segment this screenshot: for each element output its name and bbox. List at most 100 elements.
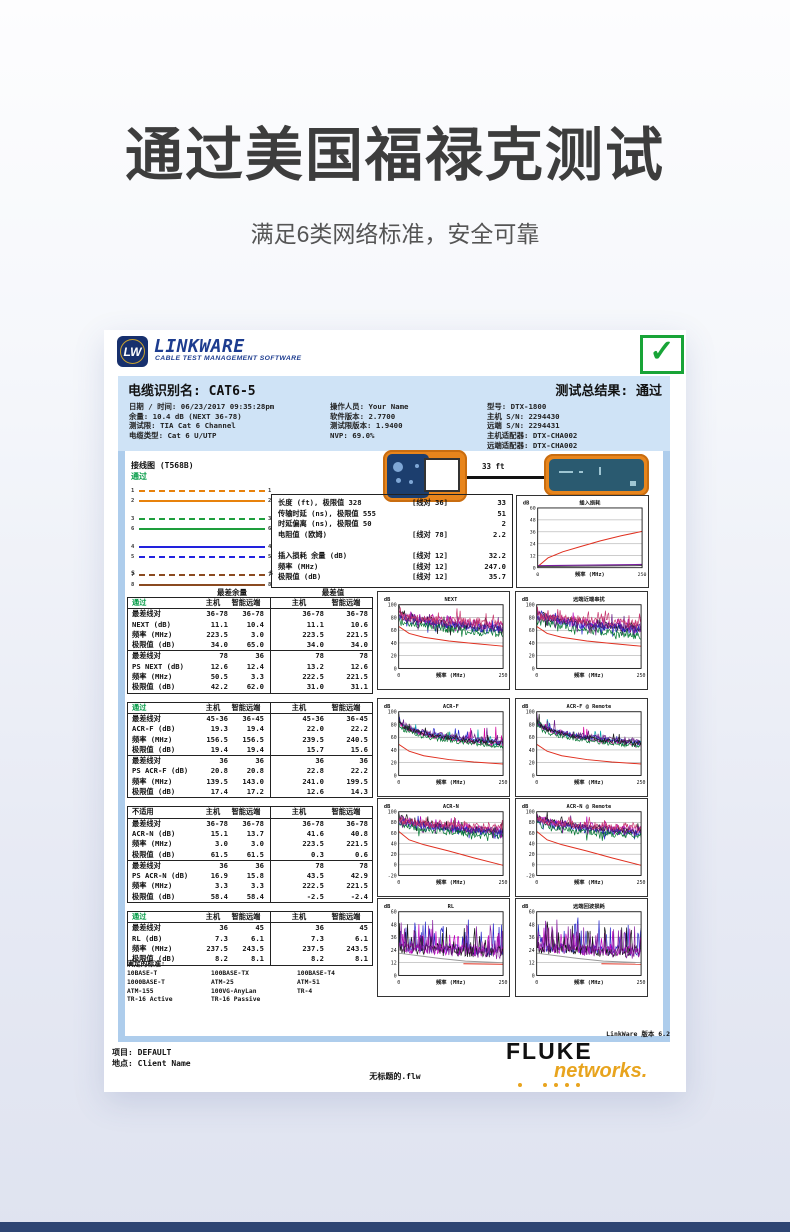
results-tables: 通过 主机 智能远端 主机 智能远端 最差线对 36-78 36-78 36-78 36-78 NE… — [127, 597, 373, 974]
svg-text:0: 0 — [397, 880, 400, 886]
table-row: 极限值 (dB) 19.4 19.4 15.7 15.6 — [132, 744, 368, 754]
svg-text:100: 100 — [526, 603, 535, 609]
svg-text:80: 80 — [529, 820, 535, 826]
table-header-row: 不适用 主机 智能远端 主机 智能远端 — [128, 807, 372, 819]
svg-text:0: 0 — [532, 973, 535, 979]
chart-next-remote: dB 远端近端串扰 0 20 40 60 80 100 0 频率 (MHz) 250 — [515, 591, 648, 690]
svg-text:24: 24 — [530, 542, 536, 548]
svg-text:频率 (MHz): 频率 (MHz) — [574, 878, 604, 886]
hero-subtitle: 满足6类网络标准，安全可靠 — [250, 221, 540, 247]
svg-text:250: 250 — [499, 673, 508, 679]
svg-text:0: 0 — [394, 863, 397, 869]
svg-text:40: 40 — [529, 841, 535, 847]
svg-text:12: 12 — [529, 961, 535, 967]
linkware-version-label: LinkWare 版本 6.2 — [606, 1030, 670, 1038]
measurement-row: 频率 (MHz) [线对 12] 247.0 — [278, 561, 506, 571]
svg-text:250: 250 — [499, 780, 508, 786]
table-row: 最差线对 78 36 78 78 — [128, 650, 372, 661]
chart-acr-n-remote: dB ACR-N @ Remote -20 0 20 40 60 80 100 0 频率 (MHz)… — [515, 798, 648, 897]
table-row: 频率 (MHz) 3.3 3.3 222.5 221.5 — [132, 881, 368, 891]
svg-text:0: 0 — [535, 980, 538, 986]
tester-device-image — [383, 450, 467, 502]
svg-text:插入损耗: 插入损耗 — [579, 498, 601, 506]
wire-line — [139, 556, 265, 558]
svg-text:250: 250 — [637, 980, 646, 986]
site-label: 地点: Client Name — [112, 1059, 191, 1068]
svg-text:频率 (MHz): 频率 (MHz) — [436, 778, 466, 786]
table-row: 极限值 (dB) 17.4 17.2 12.6 14.3 — [132, 787, 368, 797]
svg-text:0: 0 — [535, 673, 538, 679]
measurement-row: 传输时延 (ns), 极限值 555 51 — [278, 508, 506, 518]
hero-title: 通过美国福禄克测试 — [124, 123, 665, 188]
svg-text:60: 60 — [529, 910, 535, 916]
svg-text:80: 80 — [391, 615, 397, 621]
table-row: 频率 (MHz) 50.5 3.3 222.5 221.5 — [132, 672, 368, 682]
svg-text:48: 48 — [529, 922, 535, 928]
svg-text:频率 (MHz): 频率 (MHz) — [436, 671, 466, 679]
svg-text:20: 20 — [391, 654, 397, 660]
overall-result-label: 测试总结果: 通过 — [555, 384, 662, 399]
svg-text:250: 250 — [637, 673, 646, 679]
svg-text:NEXT: NEXT — [444, 597, 457, 603]
remote-face — [549, 459, 644, 491]
svg-text:dB: dB — [522, 904, 528, 910]
svg-text:20: 20 — [529, 852, 535, 858]
svg-text:36: 36 — [530, 530, 536, 536]
chart-rl: dB RL 0 12 24 36 48 60 0 频率 (MHz) 250 — [377, 898, 510, 997]
standards-row: 10BASE-T 100BASE-TX 100BASE-T4 — [127, 970, 335, 977]
svg-text:20: 20 — [529, 654, 535, 660]
measurement-row: 电阻值 (欧姆) [线对 78] 2.2 — [278, 529, 506, 539]
cable-line — [467, 476, 544, 479]
svg-text:dB: dB — [384, 704, 390, 710]
filename-label: 无标题的.flw — [369, 1072, 421, 1081]
info-column-1: 日期 / 时间: 06/23/2017 09:35:28pm 余量: 10.4 … — [129, 402, 275, 441]
svg-text:40: 40 — [391, 641, 397, 647]
svg-text:60: 60 — [391, 831, 397, 837]
svg-text:ACR-F: ACR-F — [443, 704, 459, 710]
svg-text:dB: dB — [384, 804, 390, 810]
results-table: 不适用 主机 智能远端 主机 智能远端 最差线对 36-78 36-78 36-78 36-78 A… — [127, 806, 373, 904]
svg-text:ACR-F @ Remote: ACR-F @ Remote — [567, 704, 612, 710]
wiremap-status: 通过 — [131, 472, 147, 481]
standards-row: ATM-155 100VG-AnyLan TR-4 — [127, 987, 313, 995]
svg-text:80: 80 — [391, 722, 397, 728]
svg-text:0: 0 — [532, 666, 535, 672]
table-row: 频率 (MHz) 156.5 156.5 239.5 240.5 — [132, 734, 368, 744]
cable-length-label: 33 ft — [482, 462, 505, 471]
table-header-row: 通过 主机 智能远端 主机 智能远端 — [128, 912, 372, 924]
test-report-card: LW LINKWARE CABLE TEST MANAGEMENT SOFTWA… — [104, 330, 686, 1092]
table-row: 最差线对 36-78 36-78 36-78 36-78 — [132, 818, 368, 828]
svg-text:0: 0 — [532, 773, 535, 779]
wire-line — [139, 574, 265, 576]
svg-text:80: 80 — [529, 722, 535, 728]
svg-text:0: 0 — [532, 863, 535, 869]
svg-text:60: 60 — [529, 735, 535, 741]
standards-row: TR-16 Active TR-16 Passive — [127, 996, 261, 1004]
svg-text:0: 0 — [397, 673, 400, 679]
table-row: NEXT (dB) 11.1 10.4 11.1 10.6 — [132, 619, 368, 629]
svg-text:dB: dB — [522, 704, 528, 710]
fluke-logo-text: FLUKE — [506, 1038, 593, 1064]
table-row: 频率 (MHz) 3.0 3.0 223.5 221.5 — [132, 839, 368, 849]
svg-text:60: 60 — [530, 506, 536, 512]
wire-line — [139, 490, 265, 492]
wire-line — [139, 528, 265, 530]
info-column-2: 操作人员: Your Name 软件版本: 2.7700 测试限版本: 1.94… — [330, 402, 409, 441]
svg-text:0: 0 — [394, 666, 397, 672]
svg-text:60: 60 — [529, 831, 535, 837]
check-icon: ✓ — [649, 334, 675, 368]
svg-text:40: 40 — [529, 748, 535, 754]
wire-line — [139, 584, 265, 586]
tester-face — [387, 454, 429, 498]
svg-text:dB: dB — [522, 597, 528, 603]
svg-text:RL: RL — [448, 904, 454, 910]
svg-text:36: 36 — [529, 935, 535, 941]
standards-block: 满足的标准: 10BASE-T 100BASE-TX 100BASE-T4 1000B… — [127, 958, 377, 1005]
tester-screen — [424, 458, 460, 492]
svg-text:频率 (MHz): 频率 (MHz) — [436, 978, 466, 986]
chart-insertion-loss: dB 插入损耗 0 12 24 36 48 60 0 频率 (MHz) 250 — [516, 495, 649, 588]
networks-logo-text: networks. — [554, 1060, 648, 1082]
